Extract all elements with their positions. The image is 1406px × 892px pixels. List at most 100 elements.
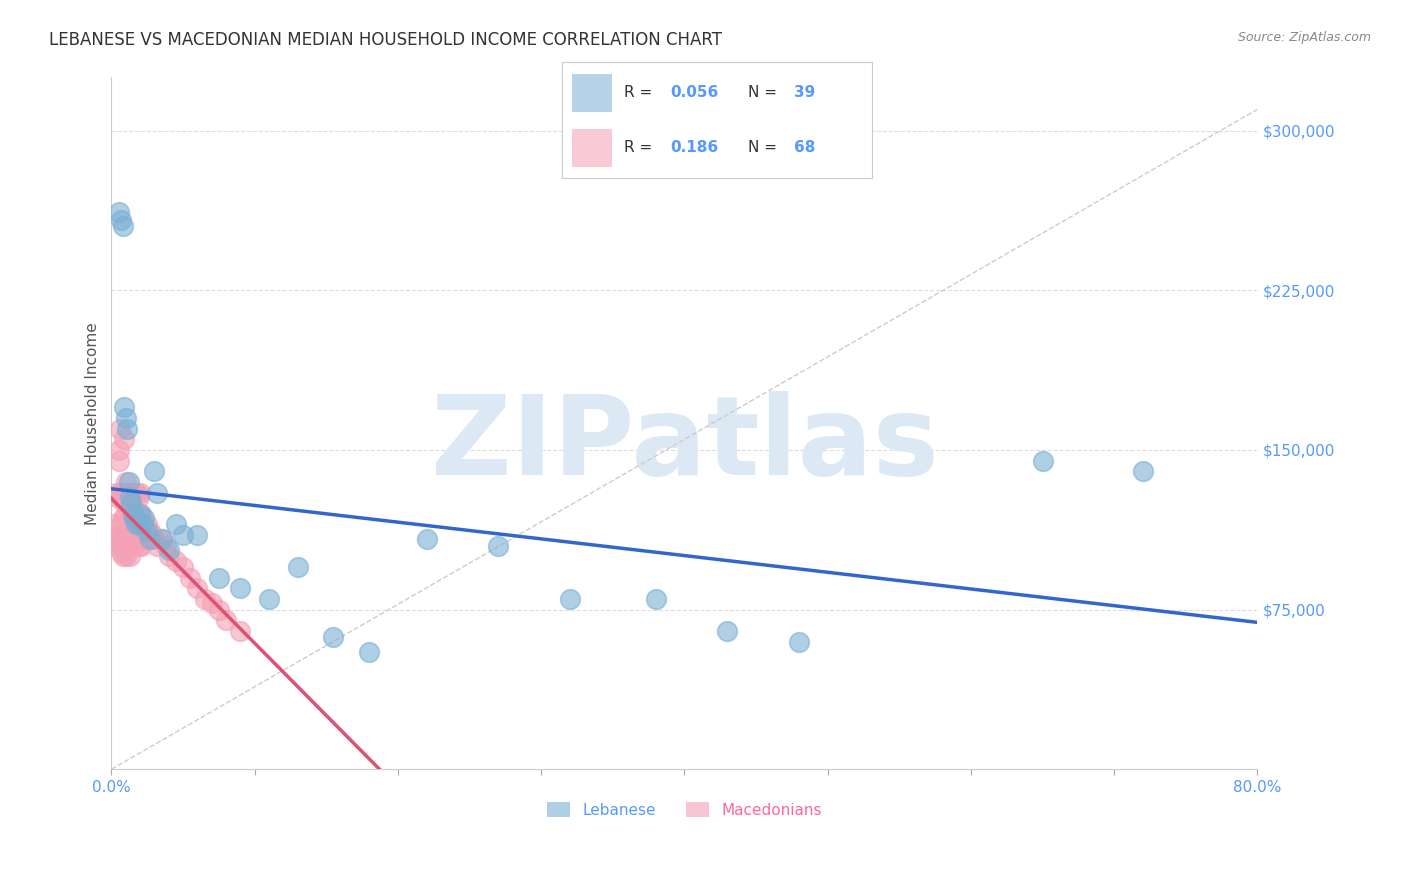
Point (787, 634, 810, 648)
Text: R =: R = (624, 139, 662, 154)
Text: 0.186: 0.186 (671, 139, 718, 154)
Point (193, 592, 215, 607)
Point (186, 528, 208, 542)
Point (117, 496, 139, 510)
Point (172, 560, 194, 574)
Point (132, 517, 155, 532)
Point (155, 539, 177, 553)
Text: 68: 68 (794, 139, 815, 154)
Point (134, 528, 156, 542)
Point (716, 624, 738, 638)
Point (118, 524, 141, 538)
Point (146, 539, 169, 553)
Point (644, 592, 666, 607)
Point (112, 496, 135, 510)
Point (558, 592, 581, 607)
FancyBboxPatch shape (572, 128, 612, 167)
Text: N =: N = (748, 85, 782, 100)
Point (135, 533, 157, 547)
Point (129, 485, 152, 500)
Point (157, 549, 180, 564)
Point (111, 219, 134, 234)
Point (111, 485, 134, 500)
Point (128, 490, 150, 504)
Point (486, 539, 509, 553)
Point (117, 533, 139, 547)
Point (108, 422, 131, 436)
Point (122, 507, 145, 521)
Point (150, 533, 173, 547)
Point (139, 533, 162, 547)
Point (131, 507, 153, 521)
Point (127, 485, 149, 500)
Point (114, 411, 136, 425)
Point (1031, 453, 1053, 467)
Point (127, 533, 149, 547)
Point (208, 602, 231, 616)
Point (111, 511, 134, 525)
Point (112, 528, 135, 542)
Point (125, 485, 148, 500)
FancyBboxPatch shape (572, 74, 612, 112)
Point (131, 539, 153, 553)
Point (118, 485, 141, 500)
Text: R =: R = (624, 85, 658, 100)
Point (322, 630, 344, 644)
Point (146, 485, 169, 500)
Point (143, 533, 166, 547)
Point (129, 507, 152, 521)
Point (115, 485, 138, 500)
Text: 0.056: 0.056 (671, 85, 718, 100)
Point (107, 528, 129, 542)
Point (107, 442, 129, 457)
Point (125, 533, 148, 547)
Point (1132, 464, 1154, 478)
Point (110, 517, 132, 532)
Point (165, 517, 187, 532)
Point (104, 533, 127, 547)
Point (215, 613, 238, 627)
Legend: Lebanese, Macedonians: Lebanese, Macedonians (541, 796, 828, 824)
Point (114, 475, 136, 489)
Point (165, 554, 187, 568)
Point (108, 539, 131, 553)
Point (115, 539, 138, 553)
Point (114, 549, 136, 564)
Point (150, 533, 173, 547)
Point (134, 511, 156, 525)
Point (128, 539, 150, 553)
Point (121, 533, 143, 547)
Text: 39: 39 (794, 85, 815, 100)
Point (114, 507, 136, 521)
Point (104, 485, 127, 500)
Text: LEBANESE VS MACEDONIAN MEDIAN HOUSEHOLD INCOME CORRELATION CHART: LEBANESE VS MACEDONIAN MEDIAN HOUSEHOLD … (49, 31, 723, 49)
Text: Source: ZipAtlas.com: Source: ZipAtlas.com (1237, 31, 1371, 45)
Point (287, 560, 309, 574)
Point (359, 645, 381, 659)
Point (257, 592, 280, 607)
Point (129, 533, 152, 547)
Point (124, 507, 146, 521)
Point (122, 485, 145, 500)
Point (107, 204, 129, 219)
Point (107, 453, 129, 467)
Point (128, 517, 150, 532)
Point (138, 533, 160, 547)
Point (208, 571, 231, 585)
Point (105, 490, 128, 504)
Point (115, 422, 138, 436)
Point (112, 401, 135, 415)
Point (186, 582, 208, 596)
Point (136, 524, 159, 538)
Point (157, 543, 180, 558)
Point (172, 528, 194, 542)
Point (139, 524, 162, 538)
Point (105, 539, 128, 553)
Point (179, 571, 201, 585)
Point (124, 511, 146, 525)
Point (112, 433, 135, 447)
Point (110, 490, 132, 504)
Point (201, 596, 224, 610)
Point (111, 549, 134, 564)
Y-axis label: Median Household Income: Median Household Income (86, 322, 100, 524)
